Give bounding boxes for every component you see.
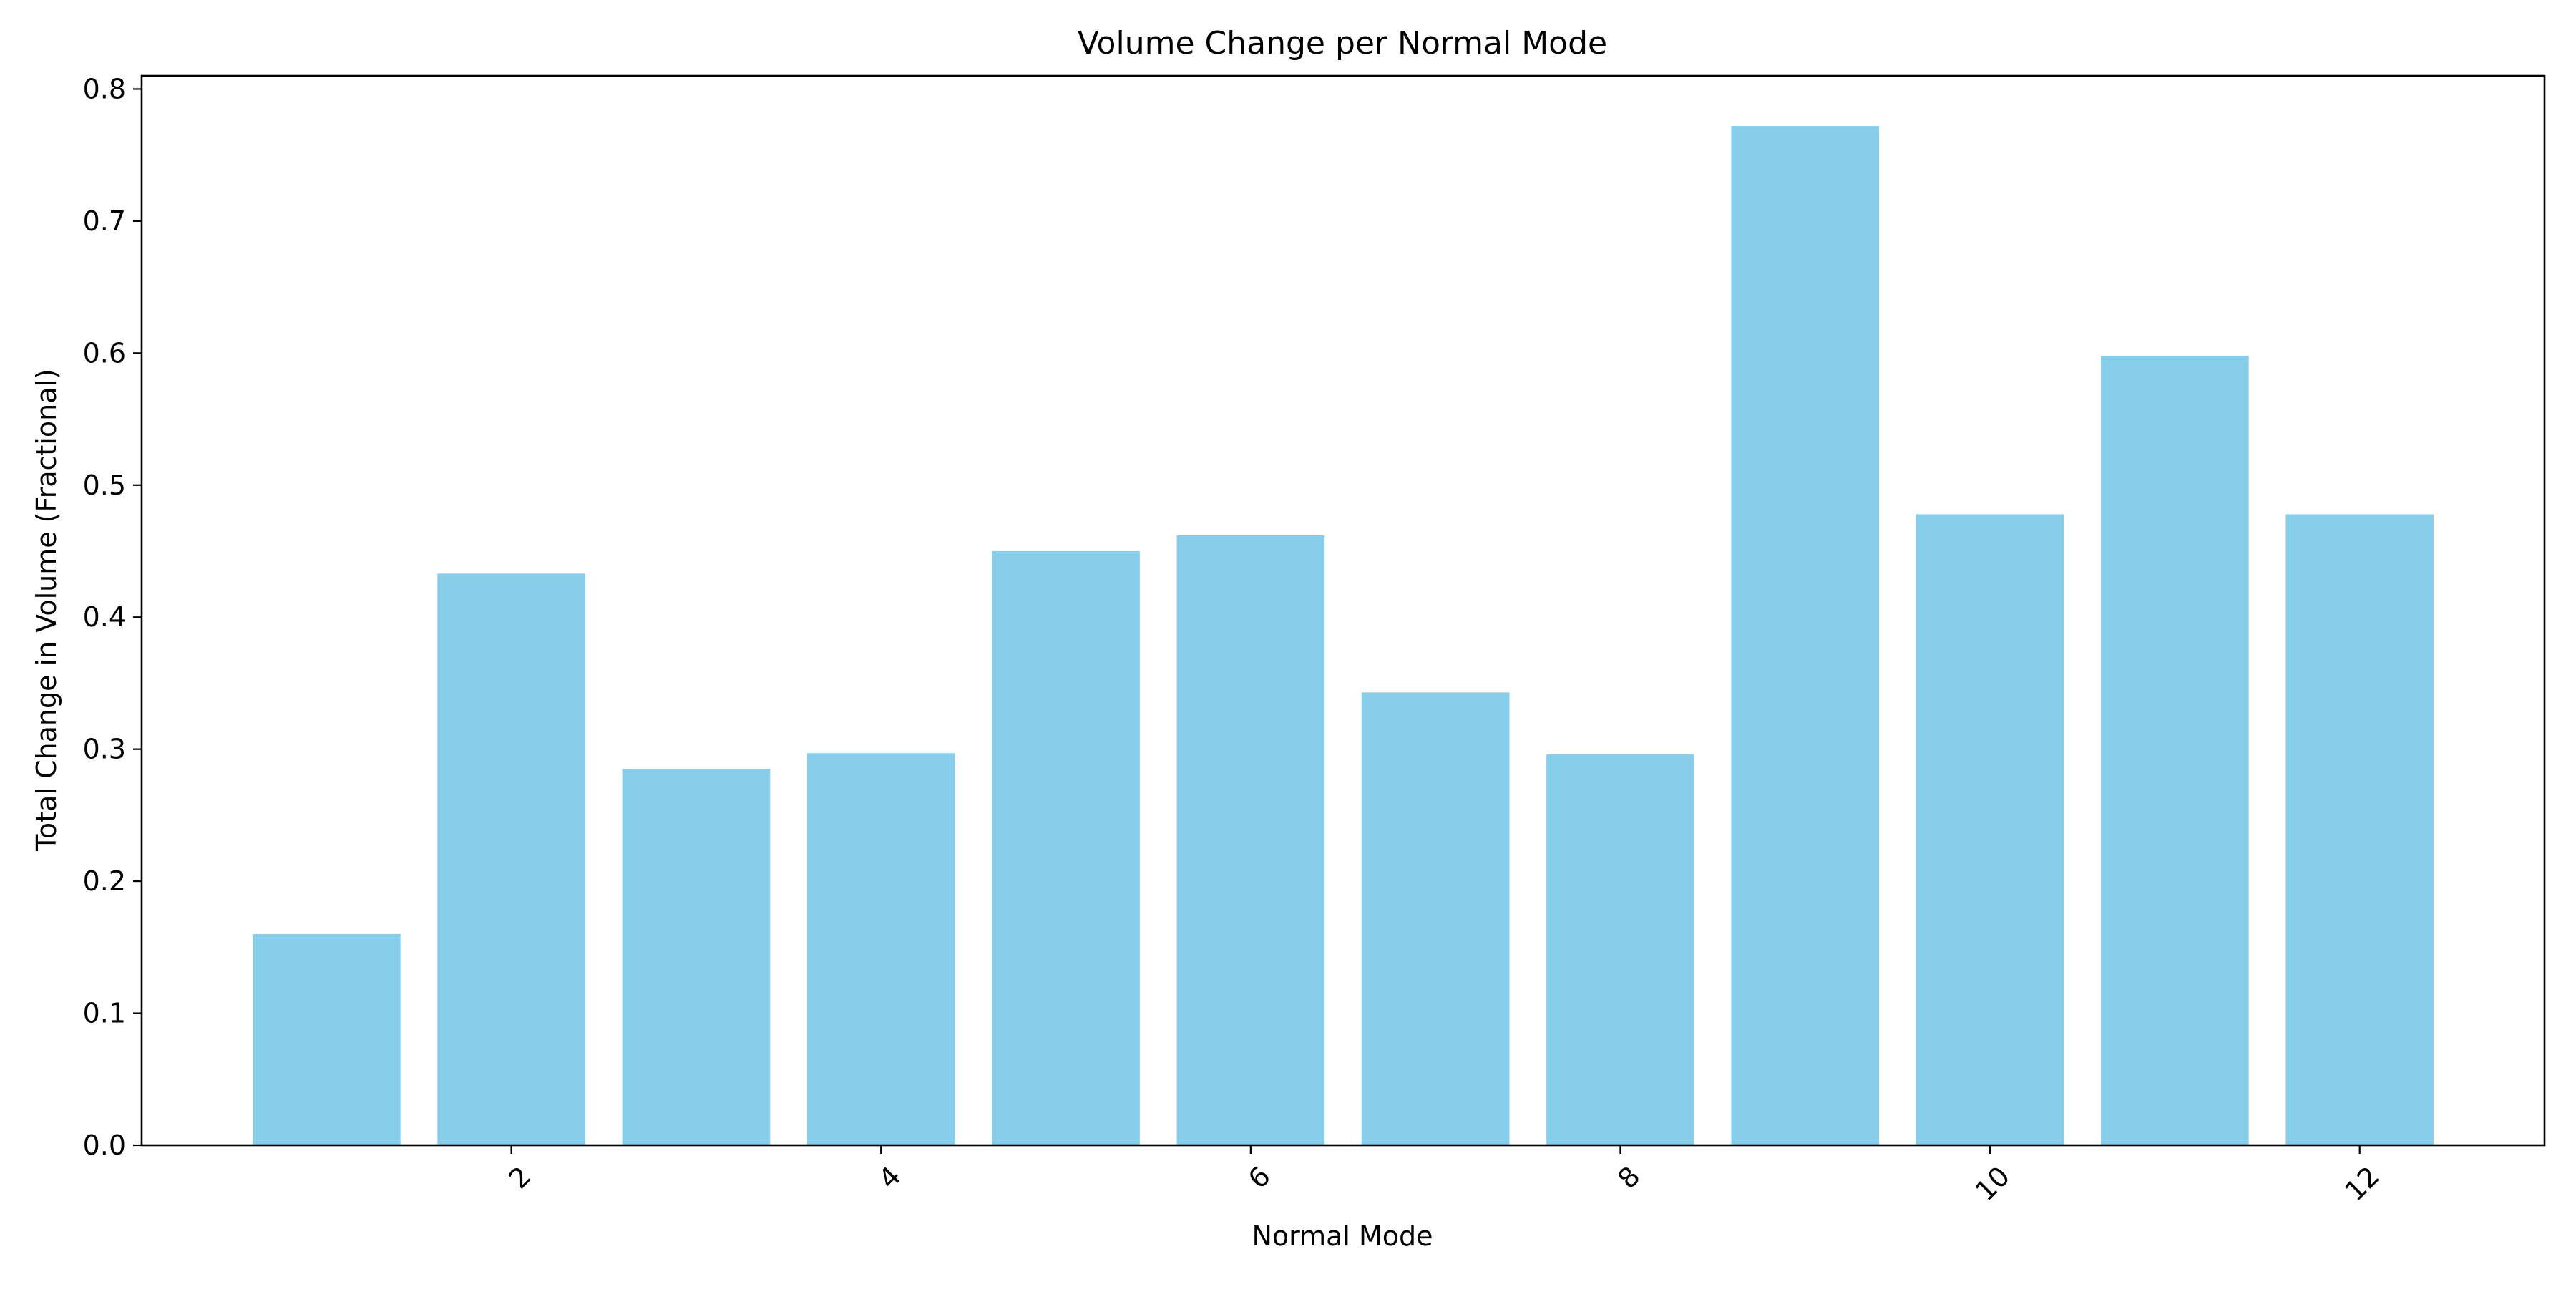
bar-mode-11 — [2101, 356, 2249, 1145]
y-tick-label: 0.7 — [83, 205, 126, 237]
bar-mode-1 — [252, 933, 401, 1145]
bars-layer — [252, 126, 2434, 1146]
bar-mode-2 — [437, 573, 585, 1145]
y-tick-label: 0.1 — [83, 998, 126, 1029]
bar-mode-6 — [1176, 535, 1325, 1145]
bar-mode-8 — [1546, 754, 1694, 1145]
bar-mode-7 — [1361, 692, 1510, 1145]
y-tick-label: 0.5 — [83, 470, 126, 501]
bar-mode-5 — [992, 551, 1140, 1145]
y-axis-label: Total Change in Volume (Fractional) — [31, 369, 62, 852]
bar-mode-9 — [1731, 126, 1880, 1146]
plot-frame — [140, 74, 2546, 1147]
bar-mode-4 — [806, 753, 955, 1145]
bar-mode-3 — [622, 769, 771, 1145]
y-tick-label: 0.6 — [83, 337, 126, 369]
bar-mode-12 — [2285, 514, 2434, 1145]
y-tick-label: 0.2 — [83, 865, 126, 897]
y-tick-label: 0.8 — [83, 73, 126, 105]
y-tick-label: 0.0 — [83, 1130, 126, 1161]
y-tick-label: 0.4 — [83, 601, 126, 633]
y-tick-label: 0.3 — [83, 734, 126, 765]
x-axis-label: Normal Mode — [1252, 1220, 1433, 1252]
bar-mode-10 — [1916, 514, 2064, 1145]
chart-title: Volume Change per Normal Mode — [1078, 25, 1607, 62]
